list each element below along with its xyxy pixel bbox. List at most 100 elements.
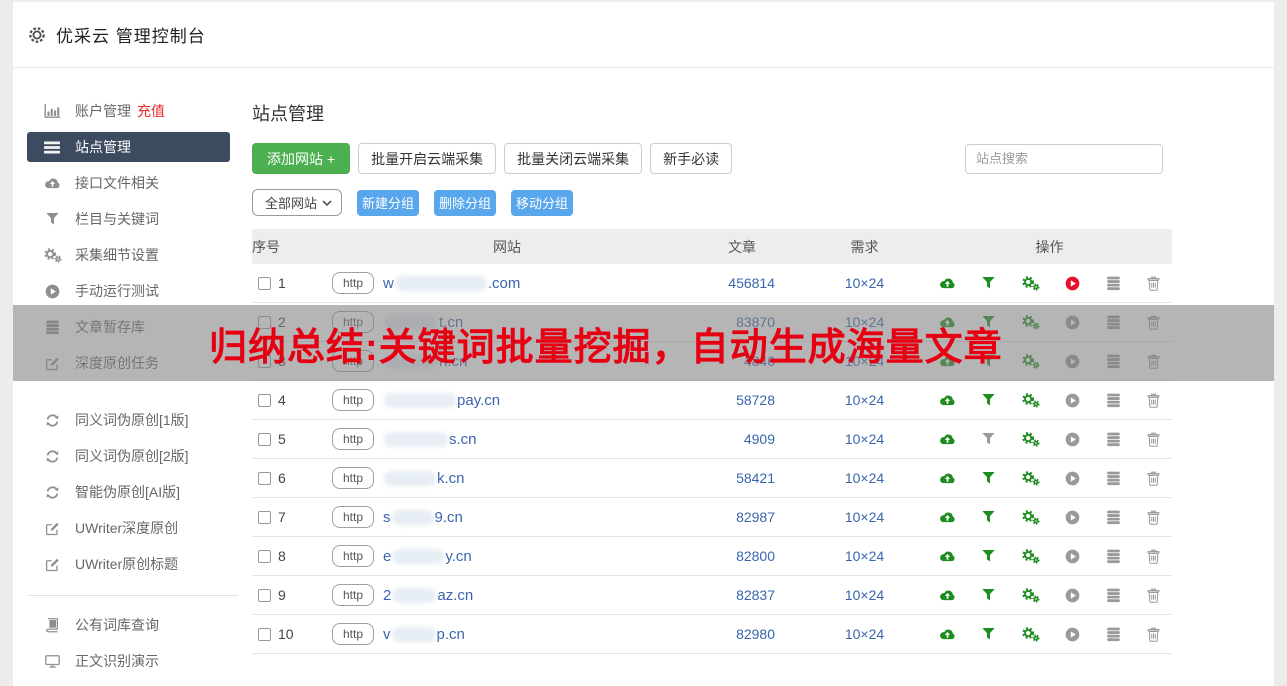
play-icon[interactable]: [1065, 393, 1080, 408]
database-icon[interactable]: [1106, 393, 1121, 408]
row-checkbox[interactable]: [258, 627, 271, 641]
filter-icon[interactable]: [982, 511, 995, 523]
cloud-upload-icon[interactable]: [939, 394, 956, 407]
group-filter-select[interactable]: 全部网站: [252, 189, 342, 216]
sidebar-item[interactable]: 站点管理: [27, 132, 230, 162]
articles-count[interactable]: 82987: [736, 509, 775, 525]
database-icon[interactable]: [1106, 549, 1121, 564]
new-group-button[interactable]: 新建分组: [357, 189, 420, 216]
trash-icon[interactable]: [1147, 393, 1160, 408]
sidebar-item[interactable]: 同义词伪原创[2版]: [27, 441, 230, 471]
site-domain-link[interactable]: e y.cn: [383, 548, 472, 565]
http-badge[interactable]: http: [332, 467, 375, 489]
cloud-upload-icon[interactable]: [939, 550, 956, 563]
sidebar-item[interactable]: 公有词库查询: [27, 610, 230, 640]
gears-icon[interactable]: [1021, 626, 1040, 642]
move-group-button[interactable]: 移动分组: [511, 189, 574, 216]
filter-icon[interactable]: [982, 628, 995, 640]
trash-icon[interactable]: [1147, 432, 1160, 447]
row-checkbox[interactable]: [258, 276, 271, 290]
trash-icon[interactable]: [1147, 627, 1160, 642]
sidebar-item[interactable]: 栏目与关键词: [27, 204, 230, 234]
play-icon[interactable]: [1065, 627, 1080, 642]
articles-count[interactable]: 82980: [736, 626, 775, 642]
row-checkbox[interactable]: [258, 510, 271, 524]
database-icon[interactable]: [1106, 627, 1121, 642]
cloud-upload-icon[interactable]: [939, 277, 956, 290]
sidebar-item[interactable]: 账户管理 充值: [27, 96, 230, 126]
filter-icon[interactable]: [982, 433, 995, 445]
database-icon[interactable]: [1106, 588, 1121, 603]
articles-count[interactable]: 58728: [736, 392, 775, 408]
trash-icon[interactable]: [1147, 510, 1160, 525]
play-icon[interactable]: [1065, 432, 1080, 447]
filter-icon[interactable]: [982, 277, 995, 289]
sidebar-item[interactable]: 接口文件相关: [27, 168, 230, 198]
batch-close-collect-button[interactable]: 批量关闭云端采集: [504, 143, 643, 174]
site-domain-link[interactable]: 2 az.cn: [383, 587, 473, 604]
trash-icon[interactable]: [1147, 276, 1160, 291]
batch-open-collect-button[interactable]: 批量开启云端采集: [358, 143, 497, 174]
articles-count[interactable]: 456814: [728, 275, 775, 291]
http-badge[interactable]: http: [332, 623, 375, 645]
row-checkbox[interactable]: [258, 393, 271, 407]
articles-count[interactable]: 82837: [736, 587, 775, 603]
filter-icon[interactable]: [982, 472, 995, 484]
gears-icon[interactable]: [1021, 548, 1040, 564]
articles-count[interactable]: 82800: [736, 548, 775, 564]
play-icon[interactable]: [1065, 471, 1080, 486]
row-checkbox[interactable]: [258, 588, 271, 602]
sidebar-item[interactable]: 采集细节设置: [27, 240, 230, 270]
site-domain-link[interactable]: k.cn: [383, 470, 465, 487]
sidebar-item[interactable]: 正文识别演示: [27, 646, 230, 676]
row-checkbox[interactable]: [258, 549, 271, 563]
add-site-button[interactable]: 添加网站 +: [252, 143, 351, 174]
site-domain-link[interactable]: w .com: [383, 275, 520, 292]
filter-icon[interactable]: [982, 589, 995, 601]
filter-icon[interactable]: [982, 394, 995, 406]
cloud-upload-icon[interactable]: [939, 628, 956, 641]
site-domain-link[interactable]: s 9.cn: [383, 509, 463, 526]
database-icon[interactable]: [1106, 510, 1121, 525]
gears-icon[interactable]: [1021, 431, 1040, 447]
trash-icon[interactable]: [1147, 471, 1160, 486]
site-search-input[interactable]: [965, 143, 1163, 174]
trash-icon[interactable]: [1147, 588, 1160, 603]
recharge-link[interactable]: 充值: [137, 103, 165, 119]
site-domain-link[interactable]: s.cn: [383, 431, 477, 448]
http-badge[interactable]: http: [332, 584, 375, 606]
articles-count[interactable]: 58421: [736, 470, 775, 486]
row-checkbox[interactable]: [258, 471, 271, 485]
play-icon[interactable]: [1065, 549, 1080, 564]
site-domain-link[interactable]: v p.cn: [383, 626, 465, 643]
sidebar-item[interactable]: 同义词伪原创[1版]: [27, 405, 230, 435]
gears-icon[interactable]: [1021, 275, 1040, 291]
database-icon[interactable]: [1106, 471, 1121, 486]
filter-icon[interactable]: [982, 550, 995, 562]
http-badge[interactable]: http: [332, 428, 375, 450]
newbie-guide-button[interactable]: 新手必读: [650, 143, 733, 174]
play-icon[interactable]: [1065, 588, 1080, 603]
sidebar-item[interactable]: UWriter深度原创: [27, 513, 230, 543]
cloud-upload-icon[interactable]: [939, 589, 956, 602]
cloud-upload-icon[interactable]: [939, 511, 956, 524]
gears-icon[interactable]: [1021, 587, 1040, 603]
gears-icon[interactable]: [1021, 392, 1040, 408]
row-checkbox[interactable]: [258, 432, 271, 446]
play-icon[interactable]: [1065, 510, 1080, 525]
trash-icon[interactable]: [1147, 549, 1160, 564]
play-icon[interactable]: [1065, 276, 1080, 291]
sidebar-item[interactable]: 智能伪原创[AI版]: [27, 477, 230, 507]
http-badge[interactable]: http: [332, 545, 375, 567]
http-badge[interactable]: http: [332, 272, 375, 294]
cloud-upload-icon[interactable]: [939, 433, 956, 446]
gears-icon[interactable]: [1021, 470, 1040, 486]
database-icon[interactable]: [1106, 432, 1121, 447]
delete-group-button[interactable]: 删除分组: [434, 189, 497, 216]
site-domain-link[interactable]: pay.cn: [383, 392, 500, 409]
sidebar-item[interactable]: UWriter原创标题: [27, 549, 230, 579]
gears-icon[interactable]: [1021, 509, 1040, 525]
sidebar-item[interactable]: 手动运行测试: [27, 276, 230, 306]
database-icon[interactable]: [1106, 276, 1121, 291]
cloud-upload-icon[interactable]: [939, 472, 956, 485]
